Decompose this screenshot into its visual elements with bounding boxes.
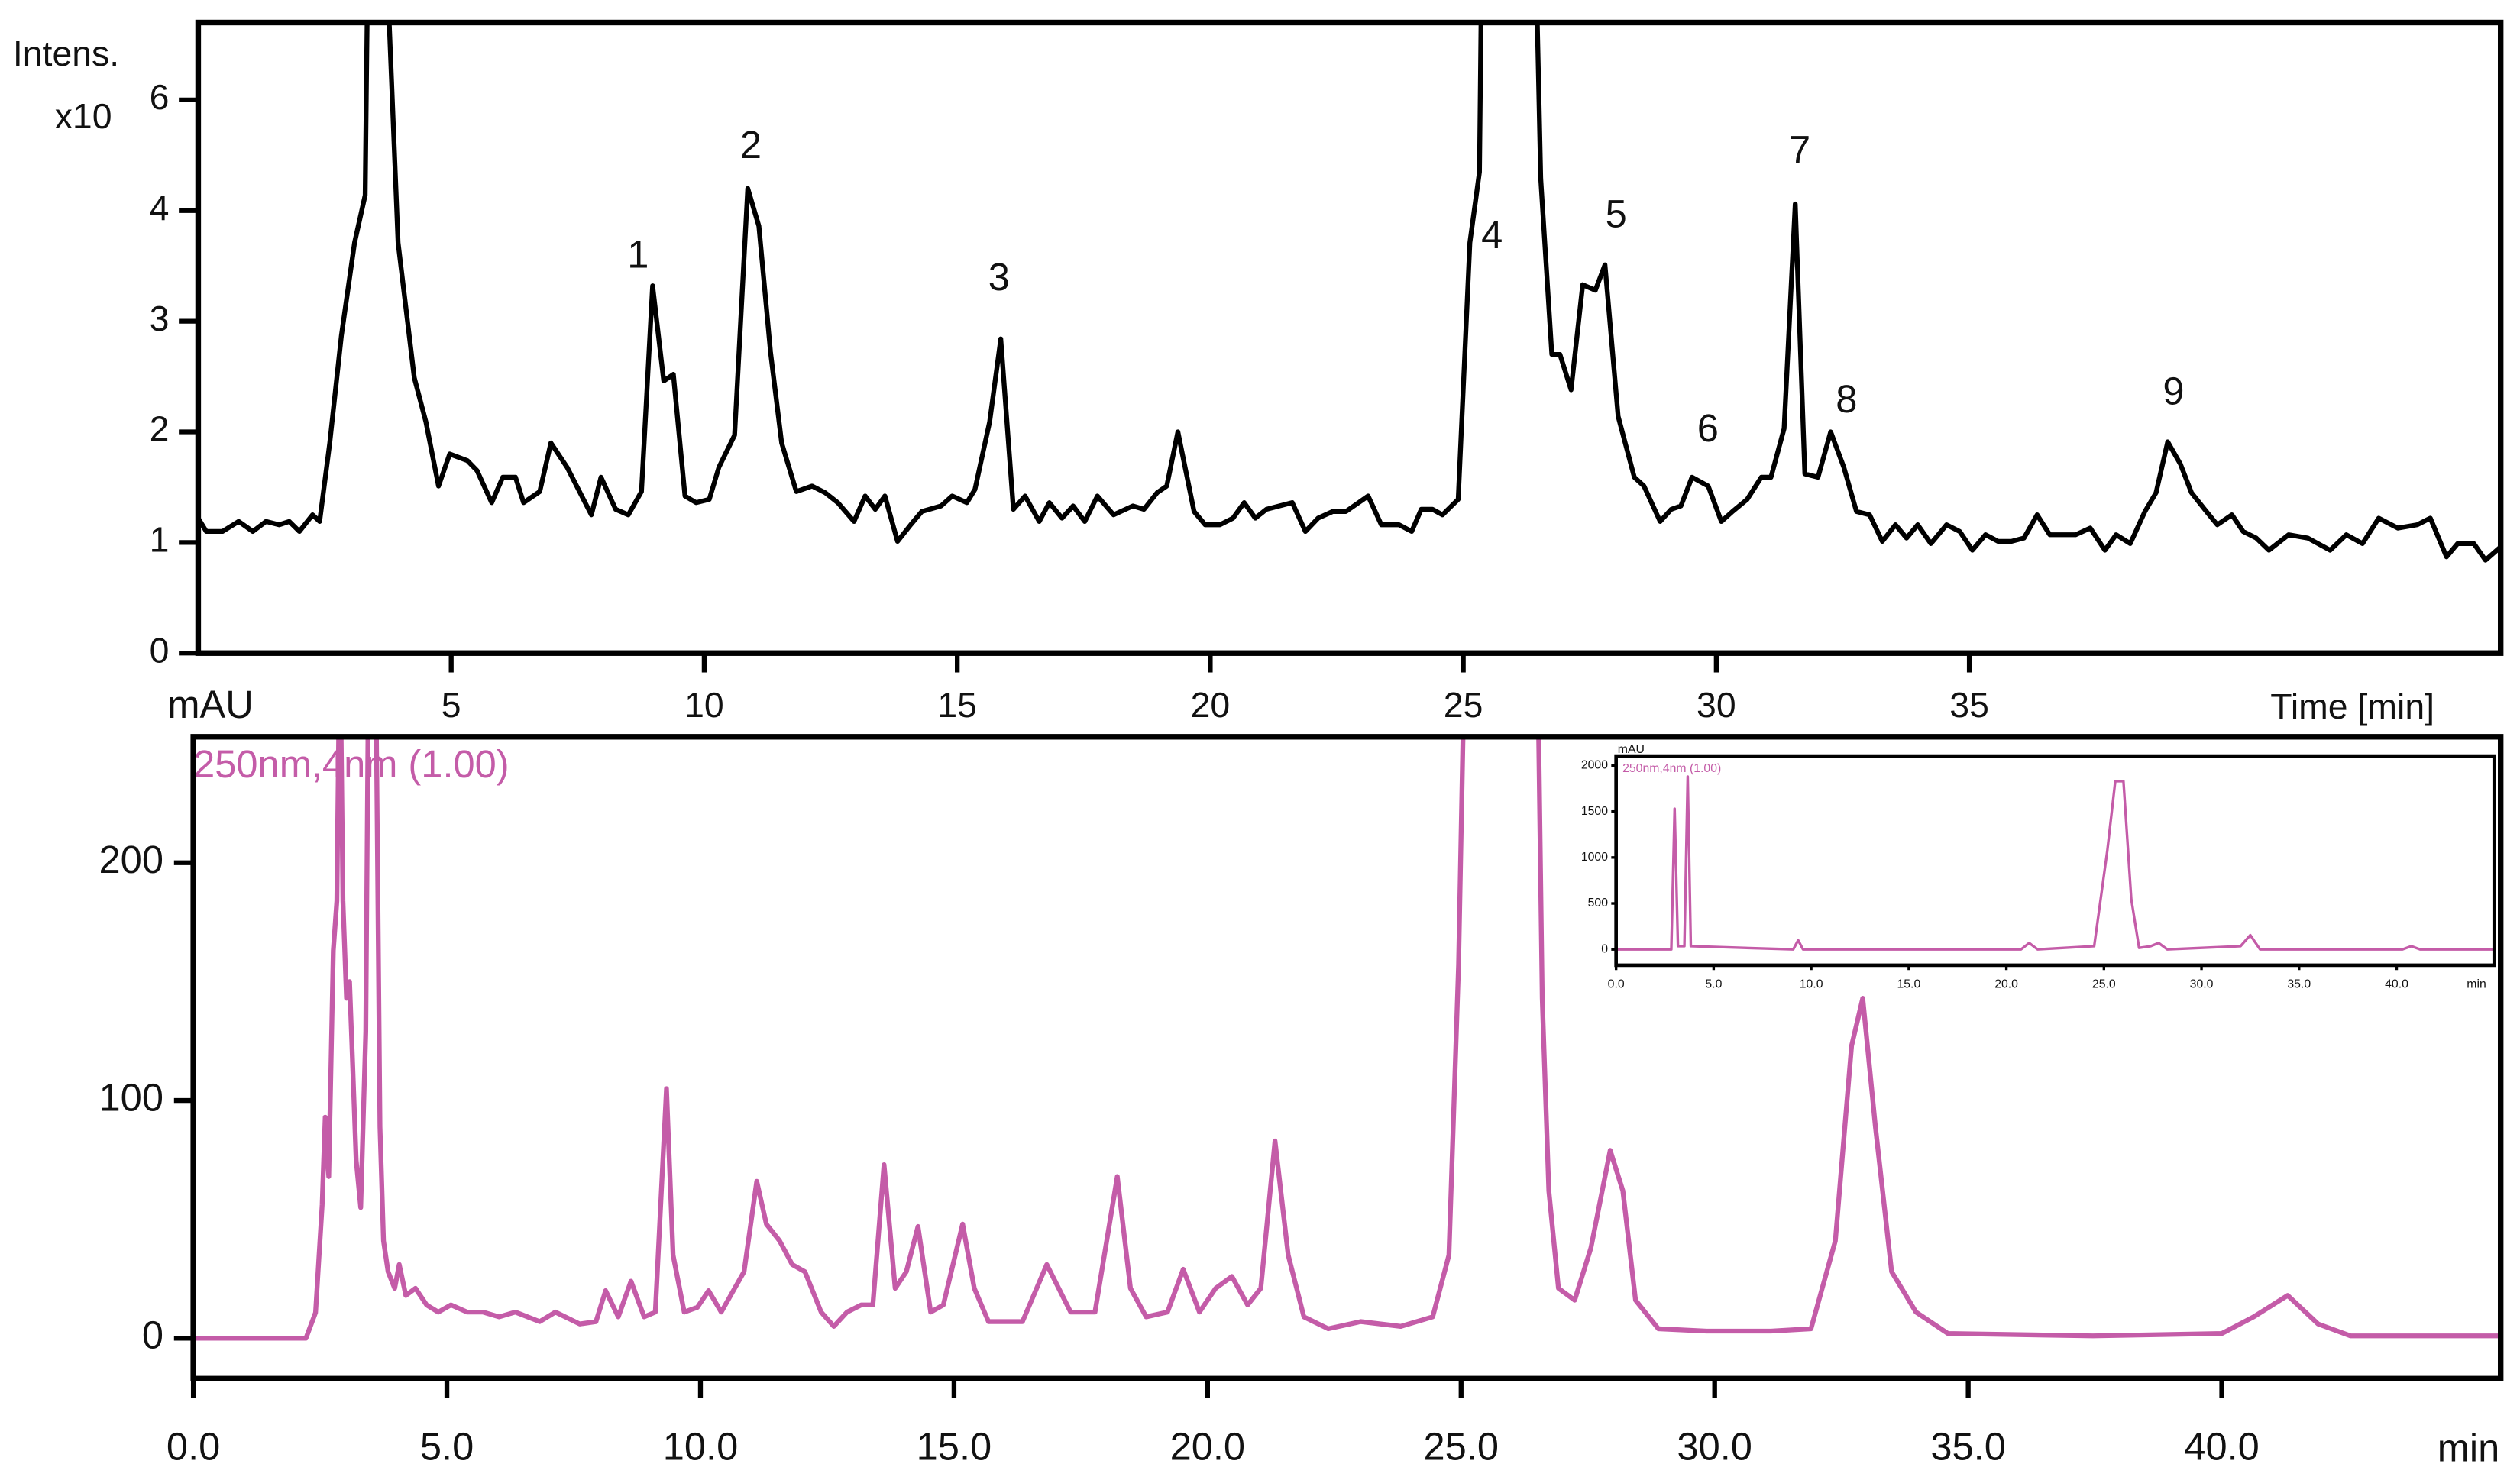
y-tick-label: 2	[150, 409, 170, 449]
trace	[193, 736, 2499, 1341]
y-unit: x10	[55, 96, 112, 136]
y-tick-label: 3	[150, 299, 170, 338]
peak-label: 6	[1697, 406, 1719, 450]
y-tick-label: 1	[150, 520, 170, 560]
x-tick-label: 30.0	[1677, 1424, 1752, 1468]
y-label: mAU	[1618, 743, 1645, 756]
peak-label: 1	[627, 232, 649, 276]
x-tick-label: 5.0	[1705, 978, 1722, 990]
y-tick-label: 0	[1601, 942, 1608, 955]
peak-label: 3	[988, 255, 1010, 299]
panel: 0.0 5.0 10.0 15.0 20.0 25.0 30.0 35.0 40.0 0 500 10…	[1581, 743, 2496, 990]
x-tick-label: 5.0	[420, 1424, 474, 1468]
x-tick-label: 35.0	[1930, 1424, 2006, 1468]
y-label: Intens.	[13, 34, 119, 73]
x-tick-label: 10.0	[663, 1424, 739, 1468]
x-tick-label: 0.0	[167, 1424, 220, 1468]
frame	[1614, 754, 2496, 968]
inset-background	[1616, 756, 2495, 965]
x-tick-label: 35	[1949, 685, 1989, 725]
trace	[198, 22, 2501, 563]
x-tick-label: 40.0	[2184, 1424, 2260, 1468]
x-label: Time [min]	[2270, 687, 2434, 726]
y-tick-label: 4	[150, 188, 170, 228]
peak-label: 5	[1606, 192, 1627, 236]
y-tick-label: 2000	[1581, 759, 1608, 772]
trace	[1616, 775, 2495, 951]
y-label: mAU	[167, 683, 253, 726]
panel: 0.0 5.0 10.0 15.0 20.0 25.0 30.0 35.0 40.0010020…	[99, 683, 2504, 1469]
x-tick-label: 20.0	[1170, 1424, 1246, 1468]
x-tick-label: 10.0	[1800, 978, 1823, 990]
legend-label: 250nm,4nm (1.00)	[193, 742, 509, 786]
x-tick-label: 10	[684, 685, 724, 725]
frame	[190, 734, 2504, 1381]
x-tick-label: 30	[1697, 685, 1736, 725]
y-tick-label: 1500	[1581, 805, 1608, 818]
frame	[195, 19, 2504, 656]
x-tick-label: 15	[937, 685, 977, 725]
peak-label: 9	[2163, 369, 2184, 412]
y-tick-label: 100	[99, 1075, 163, 1119]
x-tick-label: 40.0	[2385, 978, 2408, 990]
x-label: min	[2467, 978, 2486, 990]
x-tick-label: 15.0	[1897, 978, 1920, 990]
peak-label: 7	[1789, 128, 1810, 172]
y-tick-label: 1000	[1581, 851, 1608, 864]
peak-label: 2	[740, 123, 762, 166]
x-tick-label: 25	[1444, 685, 1483, 725]
x-tick-label: 15.0	[917, 1424, 992, 1468]
x-tick-label: 35.0	[2287, 978, 2311, 990]
legend-label: 250nm,4nm (1.00)	[1622, 762, 1721, 775]
x-tick-label: 30.0	[2190, 978, 2214, 990]
x-tick-label: 0.0	[1608, 978, 1625, 990]
x-tick-label: 25.0	[1424, 1424, 1499, 1468]
x-tick-label: 20.0	[1994, 978, 2018, 990]
peak-label: 4	[1481, 213, 1503, 257]
x-label: min	[2438, 1426, 2500, 1469]
y-tick-label: 0	[150, 631, 170, 671]
y-tick-label: 0	[142, 1314, 163, 1357]
x-tick-label: 25.0	[2092, 978, 2116, 990]
y-tick-label: 6	[150, 77, 170, 117]
x-tick-label: 5	[442, 685, 461, 725]
y-tick-label: 500	[1588, 897, 1609, 910]
peak-label: 8	[1836, 377, 1857, 421]
y-tick-label: 200	[99, 838, 163, 881]
x-tick-label: 20	[1191, 685, 1231, 725]
